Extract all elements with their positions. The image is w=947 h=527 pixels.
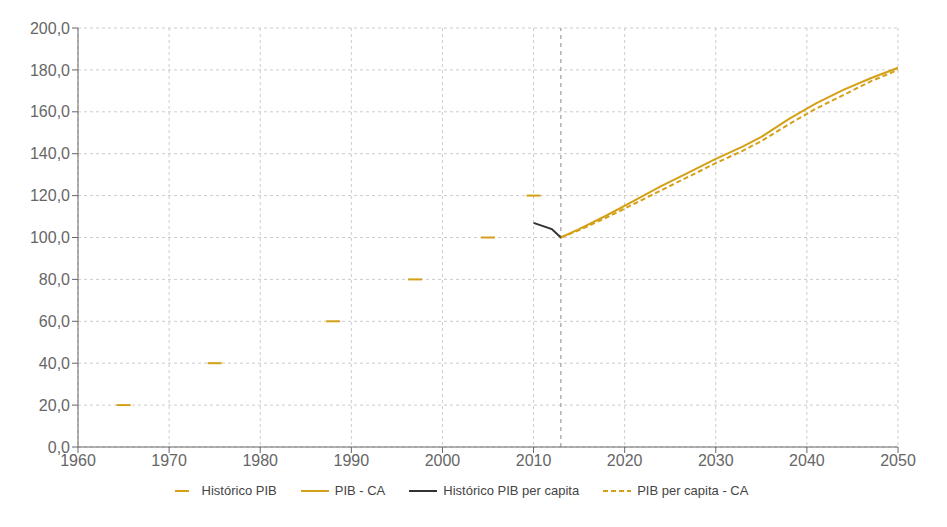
svg-text:1980: 1980 [242,452,278,469]
svg-text:120,0: 120,0 [30,187,70,204]
svg-text:160,0: 160,0 [30,103,70,120]
svg-text:2050: 2050 [880,452,916,469]
html-text:PIB per capita - CA: PIB per capita - CA [637,483,749,498]
html-text:Histórico PIB per capita: Histórico PIB per capita [443,483,580,498]
svg-text:1970: 1970 [151,452,187,469]
svg-text:2040: 2040 [789,452,825,469]
svg-text:2010: 2010 [516,452,552,469]
svg-text:140,0: 140,0 [30,145,70,162]
html-text:Histórico PIB: Histórico PIB [201,483,277,498]
svg-text:80,0: 80,0 [39,271,70,288]
svg-text:180,0: 180,0 [30,62,70,79]
svg-text:100,0: 100,0 [30,229,70,246]
svg-text:2020: 2020 [607,452,643,469]
svg-text:200,0: 200,0 [30,20,70,37]
svg-text:60,0: 60,0 [39,313,70,330]
svg-text:1990: 1990 [334,452,370,469]
svg-text:40,0: 40,0 [39,355,70,372]
svg-text:1960: 1960 [60,452,96,470]
svg-text:20,0: 20,0 [39,397,70,414]
svg-text:2000: 2000 [425,452,461,469]
svg-text:0,0: 0,0 [48,439,70,456]
svg-text:2030: 2030 [698,452,734,469]
html-text:PIB - CA: PIB - CA [334,483,386,498]
